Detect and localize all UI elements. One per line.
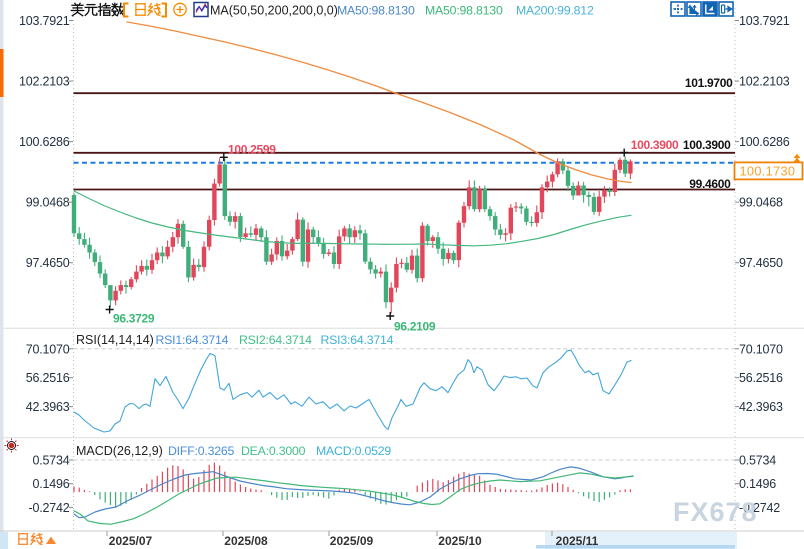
- svg-text:96.2109: 96.2109: [394, 320, 436, 334]
- svg-text:0.1496: 0.1496: [739, 477, 776, 491]
- svg-text:RSI2:64.3714: RSI2:64.3714: [239, 333, 312, 347]
- svg-text:100.6286: 100.6286: [739, 135, 790, 149]
- svg-text:99.0468: 99.0468: [26, 196, 70, 210]
- svg-text:-0.2742: -0.2742: [739, 501, 780, 515]
- svg-text:96.3729: 96.3729: [113, 311, 155, 325]
- svg-text:DEA:0.3000: DEA:0.3000: [241, 444, 306, 458]
- svg-text:MACD(26,12,9): MACD(26,12,9): [76, 444, 163, 458]
- svg-text:70.1070: 70.1070: [26, 342, 70, 356]
- svg-text:42.3963: 42.3963: [739, 400, 783, 414]
- svg-text:56.2516: 56.2516: [739, 371, 783, 385]
- svg-text:2025/10: 2025/10: [438, 534, 482, 548]
- svg-text:100.6286: 100.6286: [19, 135, 70, 149]
- svg-text:MACD:0.0529: MACD:0.0529: [316, 444, 391, 458]
- svg-text:0.1496: 0.1496: [32, 477, 69, 491]
- svg-text:MA200:99.812: MA200:99.812: [516, 4, 594, 18]
- svg-text:2025/09: 2025/09: [330, 534, 374, 548]
- svg-text:RSI1:64.3714: RSI1:64.3714: [156, 333, 229, 347]
- svg-text:DIFF:0.3265: DIFF:0.3265: [168, 444, 235, 458]
- svg-text:103.7921: 103.7921: [739, 14, 790, 28]
- svg-text:FX678: FX678: [673, 497, 758, 527]
- svg-text:97.4650: 97.4650: [739, 256, 783, 270]
- svg-text:0.5734: 0.5734: [32, 454, 69, 468]
- svg-text:99.4600: 99.4600: [689, 177, 731, 191]
- svg-text:MA50:98.8130: MA50:98.8130: [425, 4, 503, 18]
- svg-text:100.1730: 100.1730: [740, 163, 796, 178]
- svg-text:2025/11: 2025/11: [556, 534, 599, 548]
- svg-text:100.2599: 100.2599: [228, 143, 276, 157]
- svg-text:-0.2742: -0.2742: [29, 501, 70, 515]
- svg-text:100.3900: 100.3900: [683, 138, 731, 152]
- svg-text:MA(50,50,200,200,0,0): MA(50,50,200,200,0,0): [210, 4, 338, 18]
- svg-text:MA50:98.8130: MA50:98.8130: [337, 4, 415, 18]
- svg-text:56.2516: 56.2516: [26, 371, 70, 385]
- svg-text:70.1070: 70.1070: [739, 342, 783, 356]
- svg-text:99.0468: 99.0468: [739, 196, 783, 210]
- svg-text:97.4650: 97.4650: [26, 256, 70, 270]
- svg-text:100.3900: 100.3900: [631, 138, 679, 152]
- svg-text:42.3963: 42.3963: [26, 400, 70, 414]
- svg-text:101.9700: 101.9700: [685, 76, 733, 90]
- svg-text:2025/08: 2025/08: [224, 534, 268, 548]
- svg-text:RSI(14,14,14): RSI(14,14,14): [76, 333, 154, 347]
- svg-text:RSI3:64.3714: RSI3:64.3714: [321, 333, 394, 347]
- svg-text:102.2103: 102.2103: [19, 75, 70, 89]
- svg-text:2025/07: 2025/07: [109, 534, 153, 548]
- svg-text:0.5734: 0.5734: [739, 454, 776, 468]
- svg-text:102.2103: 102.2103: [739, 75, 790, 89]
- svg-text:103.7921: 103.7921: [19, 14, 70, 28]
